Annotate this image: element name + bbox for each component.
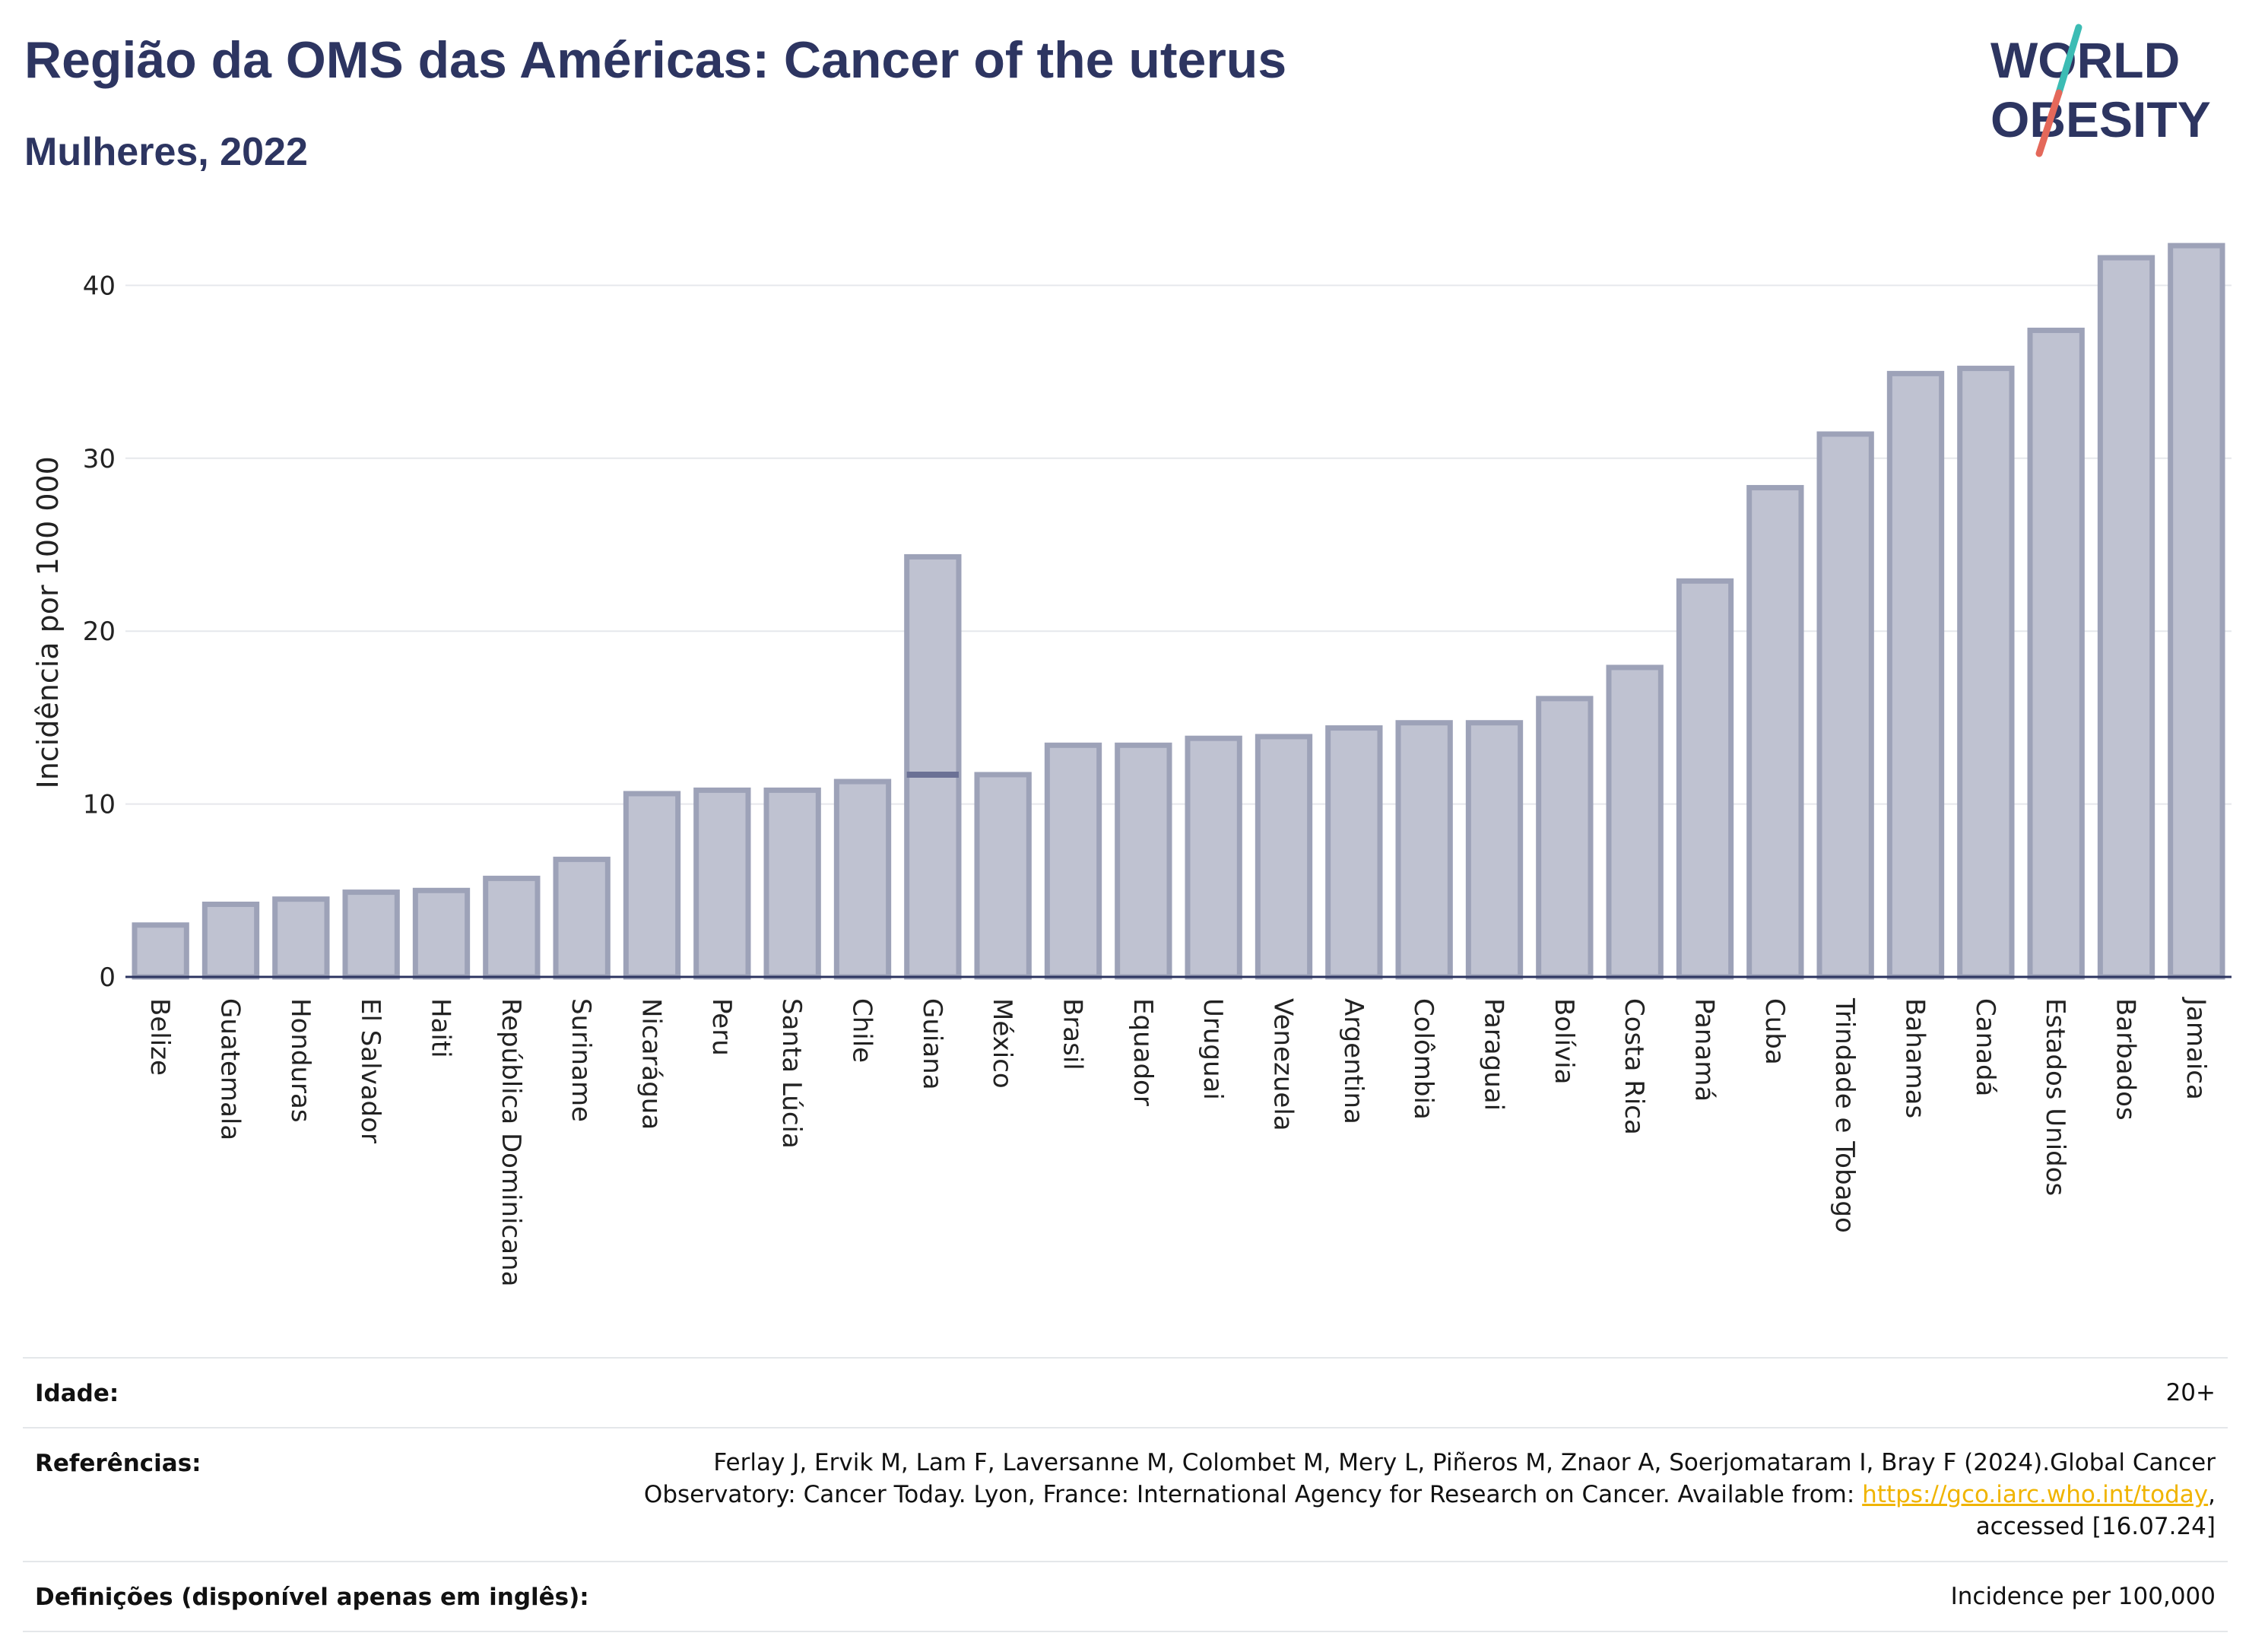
x-tick-label: Guiana xyxy=(917,998,947,1090)
logo-text-obesity: OBESITY xyxy=(1990,91,2211,147)
bar xyxy=(2168,243,2225,980)
y-axis-label: Incidência por 100 000 xyxy=(31,456,65,788)
logo-text-world: WORLD xyxy=(1990,32,2180,88)
y-tick-label: 20 xyxy=(83,617,116,647)
x-tick-label: Costa Rica xyxy=(1619,998,1649,1135)
bar xyxy=(1325,725,1383,980)
age-value: 20+ xyxy=(2165,1379,2216,1406)
x-tick-label: Venezuela xyxy=(1268,998,1299,1131)
bar xyxy=(483,875,541,980)
reference-link[interactable]: https://gco.iarc.who.int/today xyxy=(1862,1481,2209,1508)
bar xyxy=(1746,484,1804,980)
x-tick-label: Brasil xyxy=(1058,998,1088,1070)
reference-comma: , xyxy=(2208,1481,2216,1508)
x-tick-label: Equador xyxy=(1128,998,1158,1106)
bar xyxy=(1676,578,1734,980)
logo-slash-red xyxy=(2035,89,2063,157)
reference-text-line3: accessed [16.07.24] xyxy=(1975,1513,2216,1540)
x-tick-label: Nicarágua xyxy=(636,998,667,1130)
y-tick-label: 10 xyxy=(83,790,116,820)
bar xyxy=(2097,255,2155,980)
references-label: Referências: xyxy=(35,1450,201,1477)
info-row-references: Referências: Ferlay J, Ervik M, Lam F, L… xyxy=(23,1427,2228,1561)
x-tick-label: Cuba xyxy=(1759,998,1790,1065)
definitions-value: Incidence per 100,000 xyxy=(1950,1583,2216,1610)
logo-slash-teal xyxy=(2055,24,2082,97)
bar xyxy=(1465,720,1524,980)
bar xyxy=(1606,664,1664,980)
reference-text-line1: Ferlay J, Ervik M, Lam F, Laversanne M, … xyxy=(713,1449,2216,1476)
x-tick-label: República Dominicana xyxy=(496,998,526,1286)
bar xyxy=(342,889,400,980)
bar xyxy=(833,778,892,980)
bar xyxy=(974,772,1032,980)
bar xyxy=(1886,370,1945,980)
y-tick-label: 30 xyxy=(83,444,116,474)
x-tick-label: Honduras xyxy=(285,998,316,1123)
info-table: Idade: 20+ Referências: Ferlay J, Ervik … xyxy=(23,1357,2228,1632)
x-tick-label: México xyxy=(987,998,1017,1089)
x-tick-label: Suriname xyxy=(566,998,596,1122)
x-tick-label: Barbados xyxy=(2111,998,2141,1121)
x-tick-label: Canadá xyxy=(1970,998,2000,1096)
world-obesity-logo: WORLD OBESITY xyxy=(1990,24,2211,157)
x-tick-label: Chile xyxy=(847,998,877,1063)
bar xyxy=(1044,742,1102,980)
x-tick-label: Estados Unidos xyxy=(2040,998,2070,1196)
x-tick-label: Uruguai xyxy=(1197,998,1228,1100)
bar xyxy=(1957,366,2015,980)
x-tick-label: Haiti xyxy=(426,998,456,1058)
x-tick-label: Bahamas xyxy=(1900,998,1930,1118)
bar xyxy=(132,922,189,980)
bar xyxy=(1185,735,1242,980)
x-tick-label: Panamá xyxy=(1689,998,1720,1102)
bar xyxy=(1255,734,1313,980)
bar xyxy=(1115,742,1172,980)
reference-text-line2: Observatory: Cancer Today. Lyon, France:… xyxy=(643,1481,1863,1508)
x-tick-label: Peru xyxy=(706,998,737,1056)
bar xyxy=(1395,720,1453,980)
x-tick-label: Argentina xyxy=(1338,998,1369,1124)
x-tick-label: Guatemala xyxy=(215,998,246,1140)
x-tick-label: Trindade e Tobago xyxy=(1829,997,1860,1233)
x-tick-label: El Salvador xyxy=(355,998,385,1143)
bar xyxy=(2027,328,2085,980)
x-tick-label: Colômbia xyxy=(1408,998,1439,1120)
y-tick-label: 40 xyxy=(83,271,116,301)
definitions-label: Definições (disponível apenas em inglês)… xyxy=(35,1584,589,1611)
bar xyxy=(1816,431,1874,980)
bar xyxy=(623,791,681,980)
bar xyxy=(1536,696,1594,980)
chart-title: Região da OMS das Américas: Cancer of th… xyxy=(24,31,1287,89)
bar xyxy=(272,896,330,980)
info-row-definitions: Definições (disponível apenas em inglês)… xyxy=(23,1561,2228,1632)
bar xyxy=(904,553,962,980)
info-row-age: Idade: 20+ xyxy=(23,1357,2228,1427)
x-tick-label: Paraguai xyxy=(1479,998,1509,1111)
x-tick-label: Bolívia xyxy=(1549,998,1579,1084)
references-value: Ferlay J, Ervik M, Lam F, Laversanne M, … xyxy=(644,1428,2228,1561)
bar xyxy=(201,901,260,980)
bar xyxy=(412,887,471,980)
bar-chart: 0 10 20 30 40 Incidência por 100 000 Belize Gua… xyxy=(31,243,2232,1286)
x-tick-label: Jamaica xyxy=(2181,997,2211,1100)
age-label: Idade: xyxy=(35,1380,119,1407)
y-tick-label: 0 xyxy=(99,962,116,993)
x-tick-label: Belize xyxy=(144,998,175,1076)
x-tick-label: Santa Lúcia xyxy=(776,998,807,1149)
chart-subtitle: Mulheres, 2022 xyxy=(24,130,308,174)
bar xyxy=(553,856,611,980)
bar xyxy=(693,787,751,980)
bar xyxy=(763,787,821,980)
